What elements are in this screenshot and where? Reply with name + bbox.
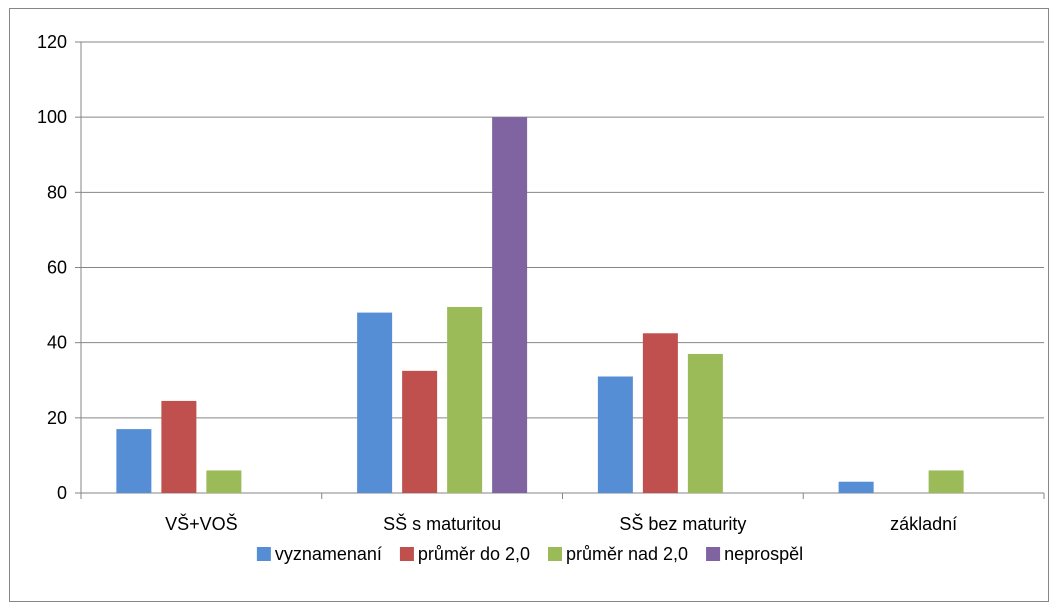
bar (206, 470, 242, 493)
y-tick-label: 120 (37, 32, 67, 52)
legend-swatch (547, 547, 562, 561)
bars (116, 117, 964, 494)
legend-label: neprospěl (724, 544, 803, 564)
x-tick-label: základní (890, 514, 957, 534)
bar (447, 306, 483, 493)
bar (838, 481, 874, 493)
y-tick-label: 60 (47, 258, 67, 278)
x-tick-label: SŠ s maturitou (383, 513, 501, 534)
legend-label: průměr do 2,0 (418, 544, 530, 564)
y-tick-label: 100 (37, 107, 67, 127)
y-tick-label: 80 (47, 182, 67, 202)
chart-frame: 0 20 40 60 80 100 120 VŠ+VOŠ SŠ s maturitou SŠ b… (9, 8, 1049, 602)
bar (597, 376, 633, 493)
bar (116, 429, 152, 493)
legend-swatch (706, 547, 721, 561)
legend: vyznamenaní průměr do 2,0 průměr nad 2,0 ne… (256, 544, 803, 564)
bar (402, 370, 438, 493)
x-tick-label: SŠ bez maturity (619, 513, 746, 534)
x-tick-label: VŠ+VOŠ (165, 513, 238, 534)
y-tick-label: 40 (47, 333, 67, 353)
bar-chart: 0 20 40 60 80 100 120 VŠ+VOŠ SŠ s maturitou SŠ b… (37, 32, 1045, 564)
y-tick-label: 0 (57, 483, 67, 503)
bar (687, 353, 723, 493)
bar (357, 312, 393, 493)
axes (75, 41, 1045, 499)
y-tick-labels: 0 20 40 60 80 100 120 (37, 32, 67, 503)
gridlines (81, 41, 1044, 419)
x-tick-labels: VŠ+VOŠ SŠ s maturitou SŠ bez maturity zákla… (165, 513, 957, 534)
y-tick-label: 20 (47, 408, 67, 428)
legend-swatch (256, 547, 271, 561)
legend-label: průměr nad 2,0 (566, 544, 688, 564)
legend-label: vyznamenaní (275, 544, 382, 564)
bar (642, 333, 678, 493)
legend-swatch (399, 547, 414, 561)
bar (161, 400, 197, 493)
bar (492, 117, 528, 494)
bar (928, 470, 964, 493)
